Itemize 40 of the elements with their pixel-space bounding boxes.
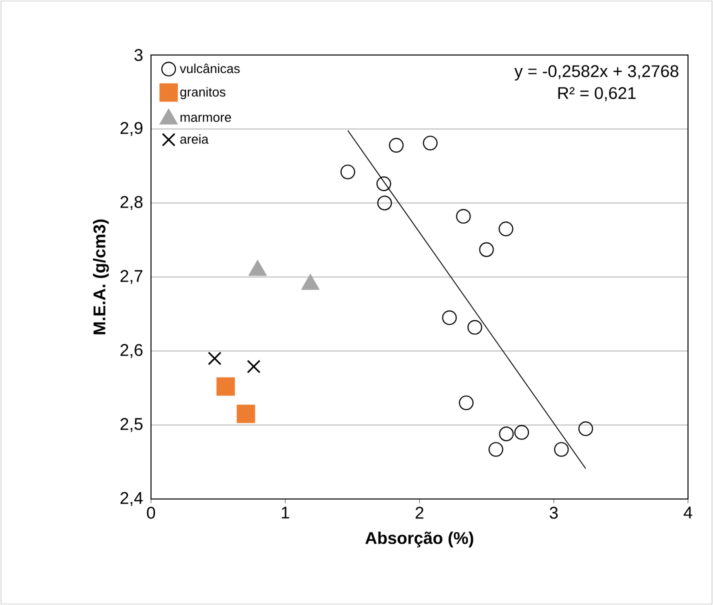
point	[458, 395, 474, 410]
point	[514, 425, 530, 440]
x-tick-label: 4	[684, 506, 692, 518]
point	[236, 404, 256, 424]
point	[208, 352, 222, 366]
legend-label: marmore	[180, 114, 231, 122]
point	[479, 242, 494, 257]
annotation: y = -0,2582x + 3,2768	[514, 65, 678, 81]
point	[377, 196, 392, 210]
y-tick-label: 2,6	[120, 344, 142, 358]
point	[488, 442, 504, 457]
y-tick-label: 2,5	[120, 418, 143, 432]
point	[340, 164, 356, 180]
point	[456, 208, 471, 224]
legend-label: areia	[180, 134, 209, 144]
x-tick-label: 1	[282, 506, 290, 518]
point	[442, 310, 457, 326]
legend-label: vulcânicas	[180, 64, 240, 74]
point	[246, 360, 261, 374]
y-tick-label: 2,8	[120, 196, 142, 210]
y-tick-label: 2,7	[120, 270, 142, 284]
point	[578, 421, 594, 436]
point	[554, 442, 569, 457]
point	[467, 320, 482, 335]
point	[376, 176, 392, 192]
y-tick-label: 2,9	[120, 122, 142, 136]
legend-label: granitos	[180, 87, 226, 100]
point	[216, 377, 235, 396]
point	[388, 138, 404, 153]
y-tick-label: 3	[134, 49, 142, 61]
y-tick-label: 2,4	[120, 492, 143, 506]
x-tick-label: 2	[416, 506, 424, 519]
point	[422, 136, 438, 150]
x-tick-label: 0	[146, 506, 156, 519]
x-tick-label: 3	[550, 506, 558, 519]
point	[499, 426, 514, 442]
x-axis-title: Absorção (%)	[365, 532, 474, 548]
y-axis-title: M.E.A. (g/cm3)	[92, 220, 109, 334]
point	[498, 222, 514, 236]
annotation: R² = 0,621	[558, 87, 636, 102]
